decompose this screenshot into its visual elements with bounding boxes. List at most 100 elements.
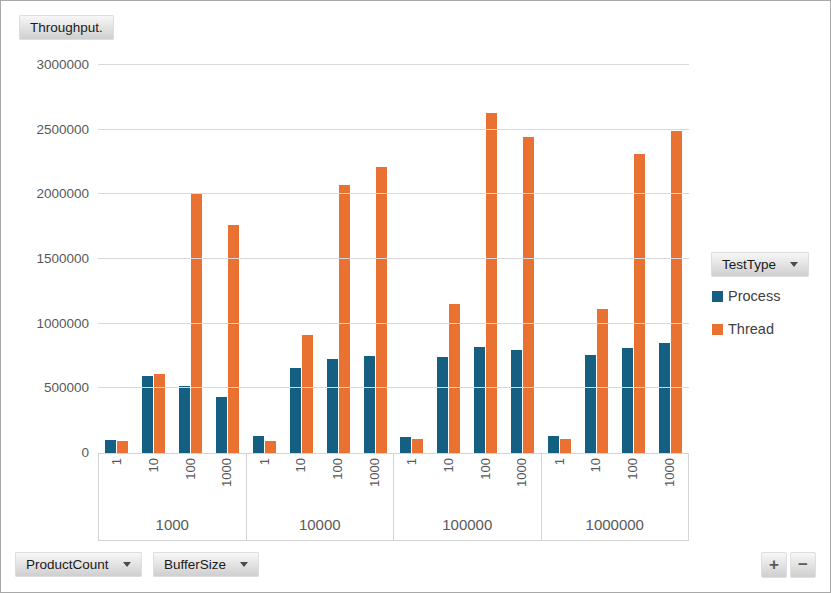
- buffer-label-row: 1101001000: [542, 454, 689, 512]
- bar-process-10000-100[interactable]: [327, 359, 338, 453]
- buffer-label-slot: 1: [247, 454, 284, 512]
- y-tick-label: 3000000: [36, 56, 89, 74]
- category-1000-10: [135, 65, 172, 453]
- bar-group-10000: [246, 65, 394, 453]
- buffer-label-slot: 1000: [651, 454, 688, 512]
- category-10000-10: [283, 65, 320, 453]
- x-tick-label: 10: [442, 458, 456, 472]
- bar-process-1000-1[interactable]: [105, 440, 116, 453]
- y-tick-label: 2000000: [36, 185, 89, 203]
- group-label: 1000: [99, 516, 246, 533]
- bar-group-1000000: [541, 65, 689, 453]
- buffer-label-slot: 10: [283, 454, 320, 512]
- y-axis: 0500000100000015000002000000250000030000…: [1, 65, 89, 453]
- category-1000-1000: [209, 65, 246, 453]
- bar-thread-1000000-100[interactable]: [634, 154, 645, 453]
- gridline: [98, 387, 689, 388]
- x-tick-label: 100: [479, 458, 493, 480]
- buffer-label-slot: 10: [431, 454, 468, 512]
- legend-swatch-icon: [712, 324, 723, 335]
- bar-process-1000000-1000[interactable]: [659, 343, 670, 453]
- y-tick-label: 2500000: [36, 121, 89, 139]
- category-1000000-1000: [652, 65, 689, 453]
- bar-process-100000-10[interactable]: [437, 357, 448, 453]
- bar-thread-100000-1000[interactable]: [523, 137, 534, 453]
- value-field-button-label: Throughput.: [30, 20, 103, 35]
- category-100000-100: [467, 65, 504, 453]
- buffer-label-slot: 1: [99, 454, 136, 512]
- buffersize-field-button[interactable]: BufferSize: [153, 552, 259, 577]
- bar-process-1000-100[interactable]: [179, 386, 190, 453]
- bar-thread-100000-1[interactable]: [412, 439, 423, 453]
- category-1000000-10: [578, 65, 615, 453]
- buffer-label-row: 110 100 1000: [99, 454, 246, 512]
- y-tick-label: 0: [81, 444, 89, 462]
- buffersize-field-button-label: BufferSize: [164, 557, 226, 572]
- chevron-down-icon: [240, 562, 248, 567]
- legend-item-thread[interactable]: Thread: [712, 319, 780, 339]
- bar-thread-100000-10[interactable]: [449, 304, 460, 453]
- x-tick-label: 100: [184, 458, 198, 480]
- buffer-label-slot: 1000: [504, 454, 541, 512]
- bar-thread-1000000-1000[interactable]: [671, 131, 682, 453]
- y-tick-label: 1500000: [36, 250, 89, 268]
- category-10000-100: [320, 65, 357, 453]
- bar-thread-10000-1000[interactable]: [376, 167, 387, 453]
- bar-process-100000-1[interactable]: [400, 437, 411, 453]
- x-tick-label: 1000: [663, 458, 677, 487]
- category-10000-1: [246, 65, 283, 453]
- bar-process-100000-1000[interactable]: [511, 350, 522, 453]
- bar-process-10000-1[interactable]: [253, 436, 264, 453]
- axis-group-10000: 110100100010000: [247, 454, 395, 540]
- buffer-label-slot: 10: [136, 454, 173, 512]
- bar-thread-10000-1[interactable]: [265, 441, 276, 453]
- category-100000-1000: [504, 65, 541, 453]
- bar-process-1000000-100[interactable]: [622, 348, 633, 453]
- x-tick-label: 10: [589, 458, 603, 472]
- x-tick-label: 10: [294, 458, 308, 472]
- bar-thread-1000-10[interactable]: [154, 374, 165, 453]
- group-label: 100000: [394, 516, 541, 533]
- x-tick-label: 1000: [368, 458, 382, 487]
- bar-process-1000000-1[interactable]: [548, 436, 559, 453]
- bar-thread-1000-1[interactable]: [117, 441, 128, 453]
- bar-thread-100000-100[interactable]: [486, 113, 497, 453]
- buffer-label-slot: 10: [578, 454, 615, 512]
- productcount-field-button[interactable]: ProductCount: [15, 552, 142, 577]
- zoom-in-button[interactable]: +: [761, 552, 787, 578]
- zoom-out-button[interactable]: −: [790, 552, 816, 578]
- testtype-field-button-label: TestType: [722, 257, 776, 272]
- bar-thread-10000-10[interactable]: [302, 335, 313, 453]
- x-tick-label: 1: [405, 458, 419, 465]
- bar-process-100000-100[interactable]: [474, 347, 485, 453]
- chevron-down-icon: [123, 562, 131, 567]
- buffer-label-row: 1 10 100 1000: [394, 454, 541, 512]
- buffer-label-slot: 1: [542, 454, 579, 512]
- bar-thread-1000-1000[interactable]: [228, 225, 239, 453]
- chevron-down-icon: [790, 262, 798, 267]
- x-tick-label: 1000: [515, 458, 529, 487]
- bar-process-10000-10[interactable]: [290, 368, 301, 453]
- value-field-button[interactable]: Throughput.: [19, 15, 114, 40]
- bar-process-1000-1000[interactable]: [216, 397, 227, 453]
- category-100000-10: [430, 65, 467, 453]
- gridline: [98, 323, 689, 324]
- x-tick-label: 100: [331, 458, 345, 480]
- buffer-label-slot: 1000: [209, 454, 246, 512]
- x-tick-label: 1000: [220, 458, 234, 487]
- legend: Process Thread: [712, 286, 780, 352]
- plot-area: [98, 65, 689, 453]
- category-1000-1: [98, 65, 135, 453]
- legend-item-process[interactable]: Process: [712, 286, 780, 306]
- legend-swatch-icon: [712, 291, 723, 302]
- testtype-field-button[interactable]: TestType: [711, 252, 809, 277]
- bar-thread-10000-100[interactable]: [339, 185, 350, 453]
- gridline: [98, 258, 689, 259]
- bar-thread-1000000-10[interactable]: [597, 309, 608, 453]
- bar-thread-1000000-1[interactable]: [560, 439, 571, 453]
- buffer-label-slot: 100: [467, 454, 504, 512]
- bar-group-100000: [394, 65, 542, 453]
- bar-process-10000-1000[interactable]: [364, 356, 375, 453]
- category-1000000-1: [541, 65, 578, 453]
- bar-process-1000000-10[interactable]: [585, 355, 596, 453]
